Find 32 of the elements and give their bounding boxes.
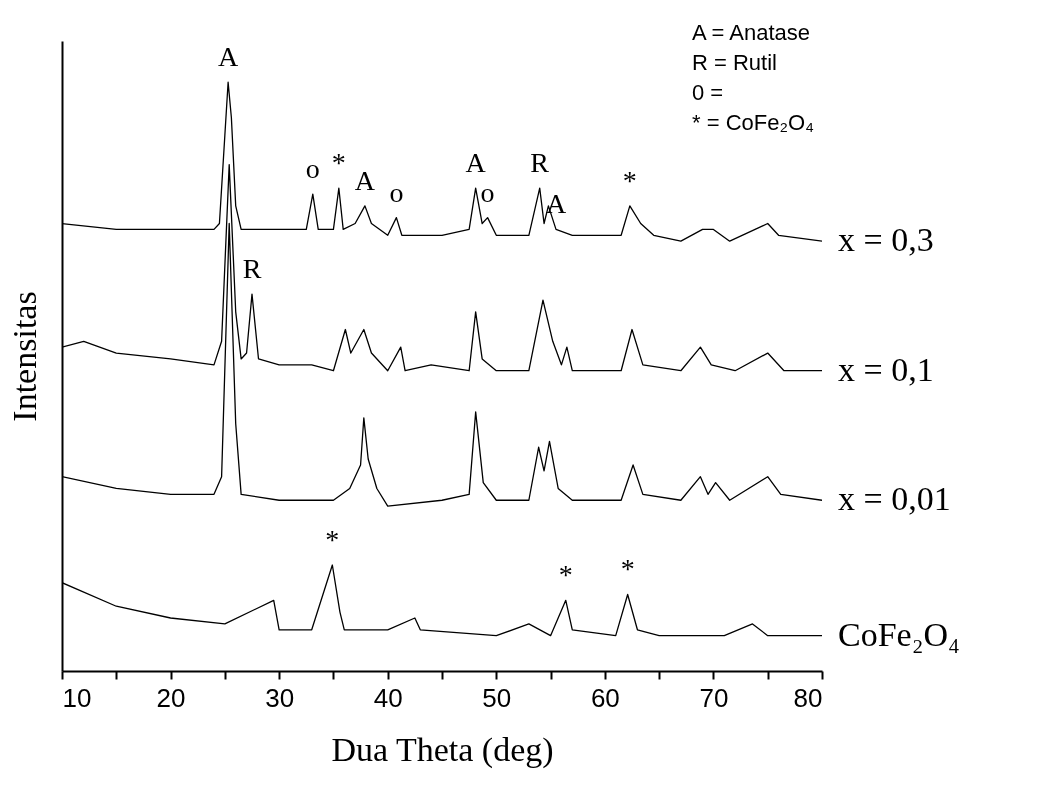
annotation: R xyxy=(530,147,550,179)
x-tick-label: 20 xyxy=(156,682,186,713)
x-tick-label: 30 xyxy=(265,682,295,713)
annotation: * xyxy=(331,147,346,179)
series-label: x = 0,1 xyxy=(838,350,934,388)
annotation: o xyxy=(480,176,495,208)
annotation: * xyxy=(558,559,573,591)
x-tick-label: 50 xyxy=(482,682,512,713)
annotation: * xyxy=(622,164,637,196)
text: R = Rutil xyxy=(692,50,777,75)
x-tick-label: 80 xyxy=(793,682,823,713)
annotation: A xyxy=(465,147,487,179)
annotation: o xyxy=(305,153,320,185)
x-tick-label: 40 xyxy=(373,682,403,713)
annotation: o xyxy=(389,176,404,208)
x-axis-title: Dua Theta (deg) xyxy=(331,730,554,769)
x-tick-label: 10 xyxy=(62,682,92,713)
x-tick-label: 60 xyxy=(590,682,620,713)
annotation: A xyxy=(218,41,239,73)
annotation: A xyxy=(545,188,567,220)
annotation: * xyxy=(325,524,340,556)
annotation: 0 = xyxy=(692,80,724,105)
y-axis-title: Intensitas xyxy=(5,291,43,422)
series-label: x = 0,3 xyxy=(838,221,934,259)
annotation: * xyxy=(620,553,635,585)
x-tick-label: 70 xyxy=(699,682,729,713)
text: A = Anatase xyxy=(692,20,811,45)
annotation: * = CoFe₂O₄ xyxy=(692,110,815,135)
annotation: R xyxy=(242,253,262,285)
series-label: CoFe₂O₄ xyxy=(838,615,960,653)
series-label: x = 0,01 xyxy=(838,480,951,518)
annotation: A xyxy=(354,164,376,196)
